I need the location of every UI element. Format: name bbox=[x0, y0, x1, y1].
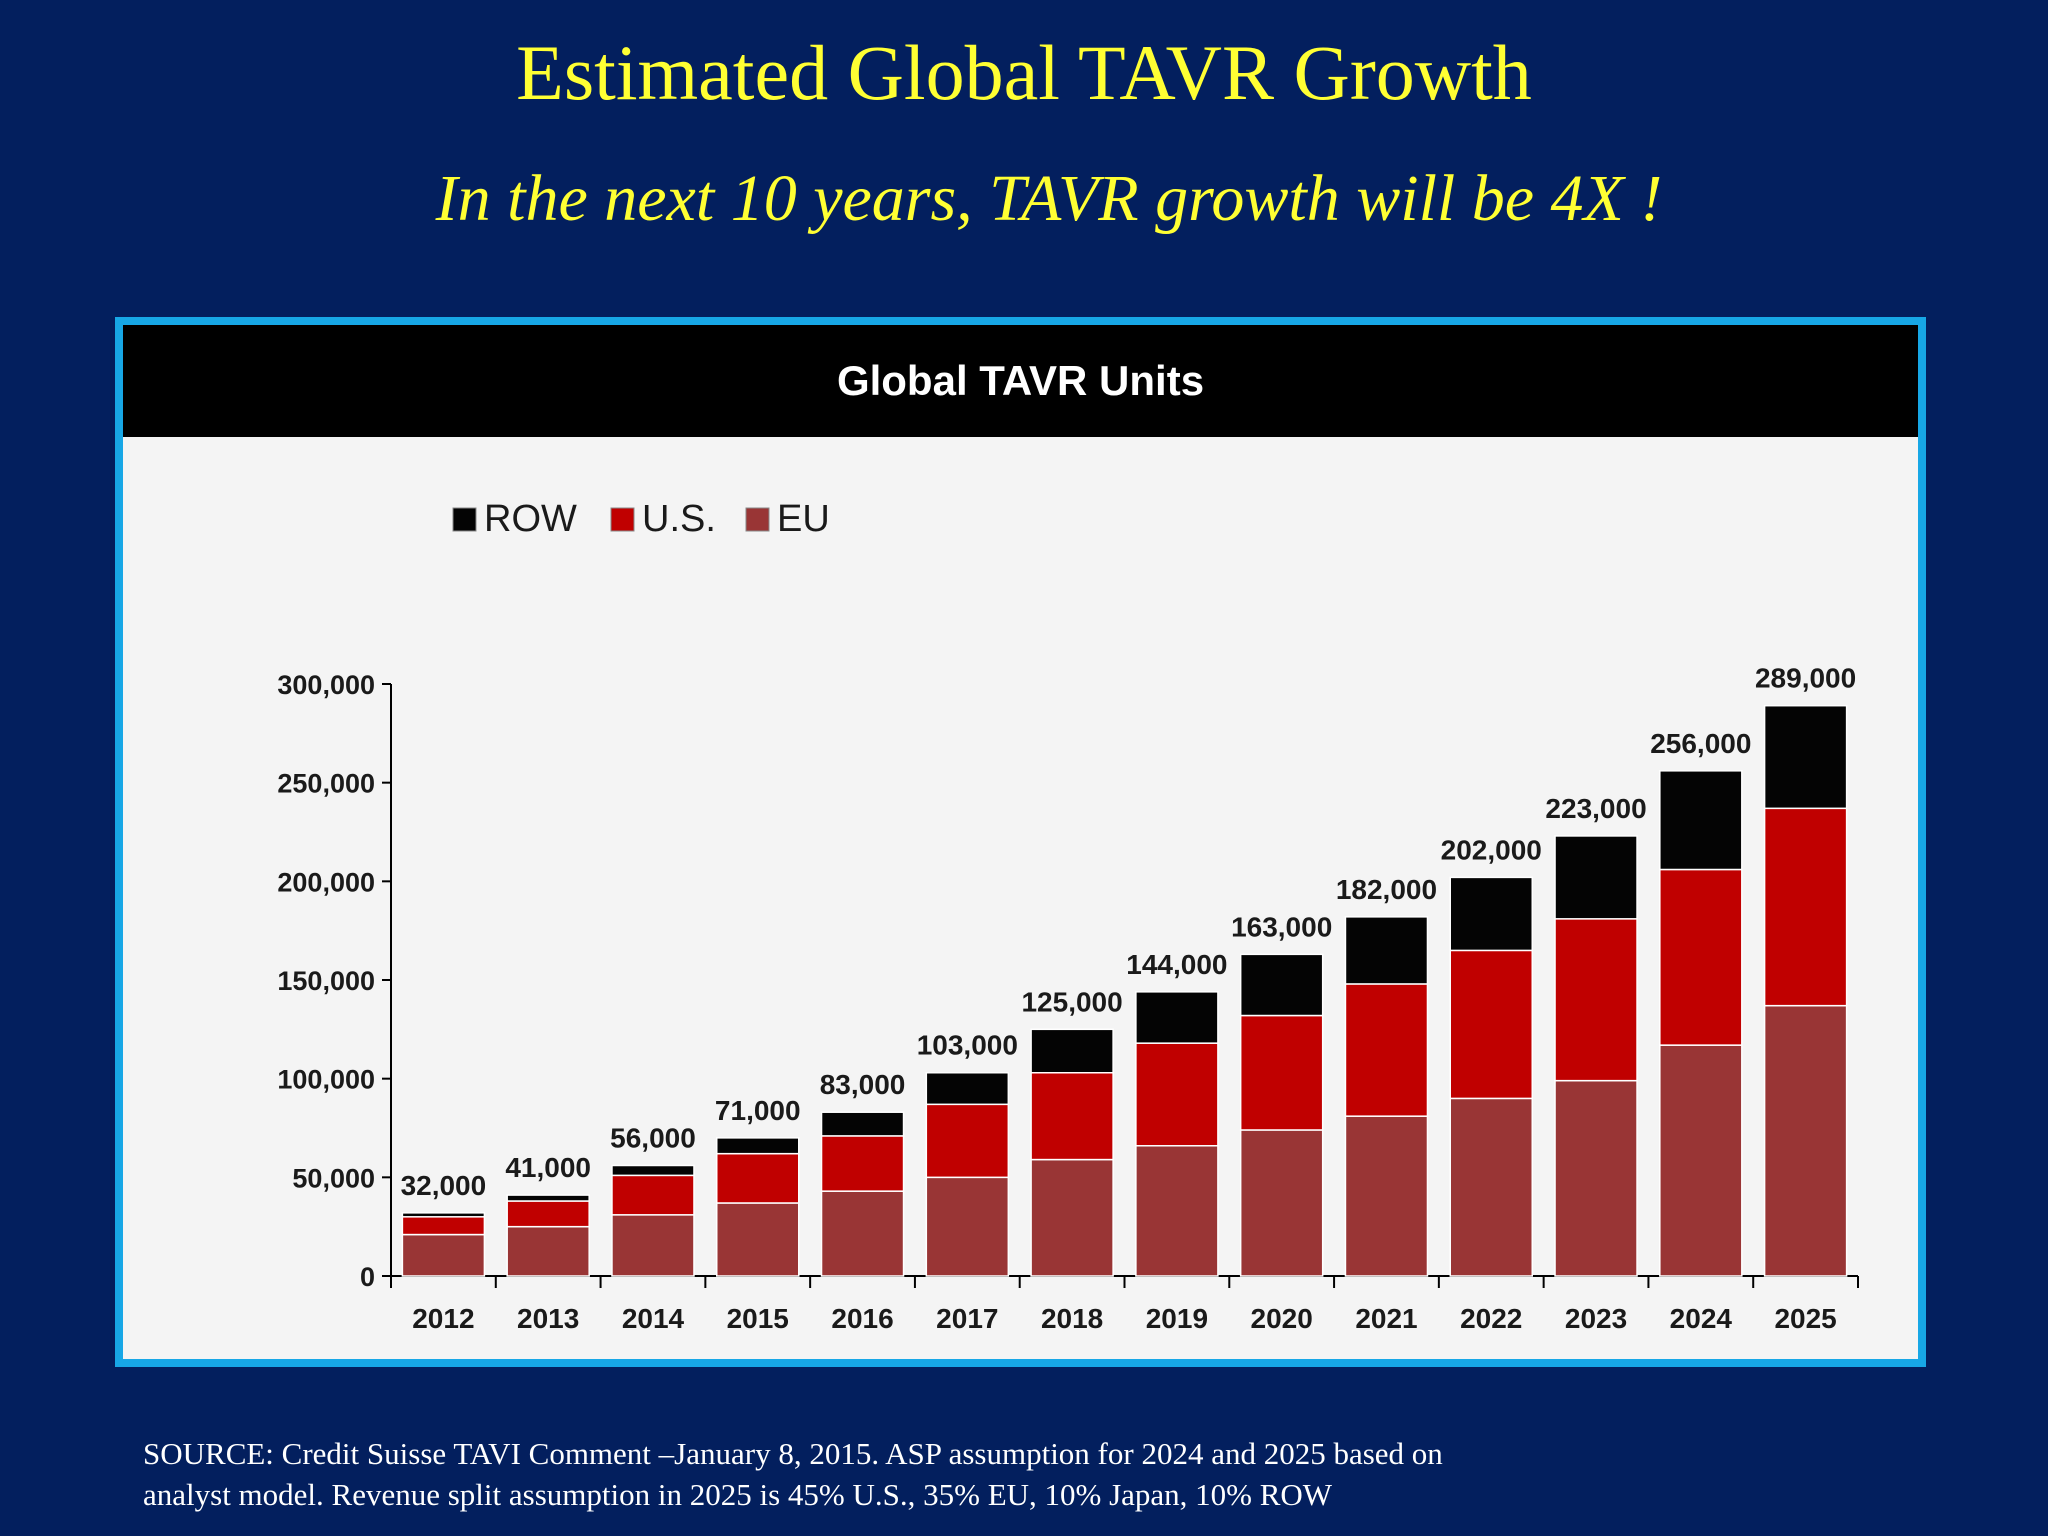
bar-segment-us-2018 bbox=[1030, 1071, 1114, 1161]
bar-segment-us-2025 bbox=[1763, 807, 1848, 1007]
slide-subtitle: In the next 10 years, TAVR growth will b… bbox=[435, 162, 1663, 235]
x-tick-label-2017: 2017 bbox=[936, 1303, 998, 1334]
x-tick-label-2015: 2015 bbox=[727, 1303, 789, 1334]
x-tick-label-2023: 2023 bbox=[1565, 1303, 1627, 1334]
bar-segment-eu-2025 bbox=[1763, 1004, 1848, 1277]
total-label-2021: 182,000 bbox=[1336, 874, 1437, 905]
total-label-2015: 71,000 bbox=[715, 1095, 801, 1126]
total-label-2024: 256,000 bbox=[1650, 728, 1751, 759]
bar-segment-row-2013 bbox=[506, 1194, 590, 1202]
legend-swatch-row bbox=[452, 507, 477, 532]
legend-label-row: ROW bbox=[484, 498, 577, 540]
x-tick-label-2018: 2018 bbox=[1041, 1303, 1103, 1334]
bar-segment-row-2018 bbox=[1030, 1028, 1114, 1074]
bar-segment-row-2015 bbox=[716, 1137, 800, 1155]
bar-segment-us-2023 bbox=[1554, 918, 1638, 1082]
y-tick-label: 200,000 bbox=[277, 867, 375, 897]
x-tick-label-2021: 2021 bbox=[1355, 1303, 1417, 1334]
total-label-2025: 289,000 bbox=[1755, 663, 1856, 694]
bar-segment-eu-2022 bbox=[1449, 1097, 1533, 1277]
x-tick-label-2012: 2012 bbox=[412, 1303, 474, 1334]
source-line-1: SOURCE: Credit Suisse TAVI Comment –Janu… bbox=[143, 1436, 1443, 1471]
bar-segment-us-2012 bbox=[401, 1216, 486, 1236]
source-line-2: analyst model. Revenue split assumption … bbox=[143, 1477, 1333, 1512]
total-label-2023: 223,000 bbox=[1545, 793, 1646, 824]
legend-label-eu: EU bbox=[777, 498, 830, 540]
bar-segment-us-2019 bbox=[1135, 1042, 1219, 1147]
x-tick-label-2013: 2013 bbox=[517, 1303, 579, 1334]
chart-plot: 0 50,000 100,000 150,000 200,000 250,000 300,0… bbox=[277, 498, 1859, 1334]
bar-segment-eu-2021 bbox=[1344, 1115, 1429, 1277]
chart-frame: Global TAVR Units 0 50,000 100,000 150,000 2… bbox=[115, 317, 1926, 1367]
bar-segment-row-2025 bbox=[1763, 704, 1848, 810]
bar-segment-us-2024 bbox=[1659, 868, 1743, 1046]
bar-segment-eu-2024 bbox=[1659, 1044, 1743, 1277]
total-label-2014: 56,000 bbox=[610, 1122, 696, 1153]
bar-segment-row-2014 bbox=[611, 1164, 695, 1177]
bar-segment-eu-2018 bbox=[1030, 1158, 1114, 1277]
total-label-2013: 41,000 bbox=[505, 1152, 591, 1183]
bar-segment-us-2016 bbox=[820, 1135, 905, 1192]
bar-segment-us-2014 bbox=[611, 1174, 695, 1216]
bar-segment-row-2016 bbox=[820, 1111, 905, 1137]
bar-segment-row-2020 bbox=[1239, 953, 1324, 1017]
x-tick-label-2025: 2025 bbox=[1774, 1303, 1836, 1334]
x-tick-label-2022: 2022 bbox=[1460, 1303, 1522, 1334]
bar-segment-eu-2016 bbox=[820, 1190, 905, 1277]
bar-segment-us-2017 bbox=[925, 1103, 1010, 1179]
bar-segment-us-2022 bbox=[1449, 949, 1533, 1100]
y-tick-label: 300,000 bbox=[277, 670, 375, 700]
bar-segment-eu-2023 bbox=[1554, 1079, 1638, 1277]
bar-segment-eu-2017 bbox=[925, 1176, 1010, 1277]
bar-segment-eu-2019 bbox=[1135, 1145, 1219, 1277]
bar-segment-row-2019 bbox=[1135, 991, 1219, 1044]
bar-segment-row-2024 bbox=[1659, 770, 1743, 871]
x-tick-label-2016: 2016 bbox=[831, 1303, 893, 1334]
bar-segment-us-2015 bbox=[716, 1152, 800, 1204]
bar-segment-row-2022 bbox=[1449, 876, 1533, 952]
bar-segment-us-2021 bbox=[1344, 983, 1429, 1117]
chart-title: Global TAVR Units bbox=[123, 325, 1918, 437]
total-label-2022: 202,000 bbox=[1441, 834, 1542, 865]
legend-label-us: U.S. bbox=[642, 498, 716, 540]
bar-segment-row-2021 bbox=[1344, 916, 1429, 985]
y-tick-label: 100,000 bbox=[277, 1065, 375, 1095]
total-label-2016: 83,000 bbox=[820, 1069, 906, 1100]
bar-segment-eu-2014 bbox=[611, 1214, 695, 1277]
bar-segment-row-2023 bbox=[1554, 835, 1638, 920]
bar-segment-eu-2013 bbox=[506, 1225, 590, 1277]
total-label-2019: 144,000 bbox=[1126, 949, 1227, 980]
bar-segment-eu-2015 bbox=[716, 1202, 800, 1277]
legend-swatch-us bbox=[610, 507, 635, 532]
x-tick-label-2020: 2020 bbox=[1251, 1303, 1313, 1334]
bar-segment-eu-2012 bbox=[401, 1233, 486, 1277]
x-tick-label-2019: 2019 bbox=[1146, 1303, 1208, 1334]
total-label-2018: 125,000 bbox=[1021, 986, 1122, 1017]
y-tick-label: 150,000 bbox=[277, 966, 375, 996]
bar-segment-us-2013 bbox=[506, 1200, 590, 1228]
total-label-2020: 163,000 bbox=[1231, 911, 1332, 942]
bar-segment-eu-2020 bbox=[1239, 1129, 1324, 1277]
bar-segment-row-2012 bbox=[401, 1212, 486, 1218]
x-tick-label-2024: 2024 bbox=[1670, 1303, 1733, 1334]
x-tick-label-2014: 2014 bbox=[622, 1303, 685, 1334]
bar-segment-us-2020 bbox=[1239, 1014, 1324, 1131]
bar-segment-row-2017 bbox=[925, 1071, 1010, 1106]
y-tick-label: 50,000 bbox=[292, 1163, 375, 1193]
y-tick-label: 250,000 bbox=[277, 769, 375, 799]
total-label-2017: 103,000 bbox=[917, 1030, 1018, 1061]
slide-title: Estimated Global TAVR Growth bbox=[516, 29, 1532, 116]
source-note: SOURCE: Credit Suisse TAVI Comment –Janu… bbox=[143, 1433, 1843, 1515]
y-tick-label: 0 bbox=[360, 1262, 375, 1292]
total-label-2012: 32,000 bbox=[401, 1170, 487, 1201]
legend-swatch-eu bbox=[745, 507, 770, 532]
